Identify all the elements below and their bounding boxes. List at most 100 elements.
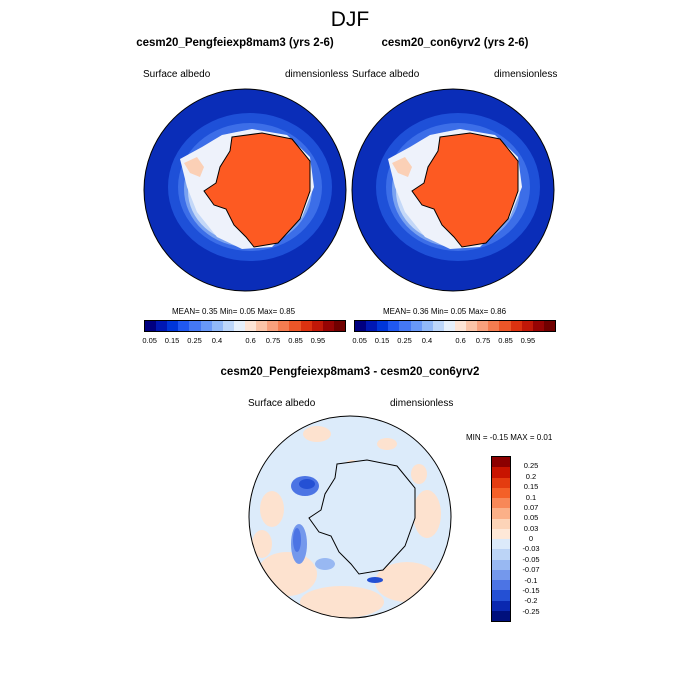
colorbar-tick-label: 0 [528,534,534,543]
diff-minmax: MIN = -0.15 MAX = 0.01 [466,433,552,442]
diff-variable: Surface albedo [248,398,316,409]
colorbar-tick-label: 0.05 [352,336,367,345]
colorbar-swatch [510,321,522,331]
colorbar-swatch [466,321,478,331]
panel-1-title: cesm20_Pengfeiexp8mam3 (yrs 2-6) [136,37,334,49]
colorbar-swatch [532,321,544,331]
panel-2-mean-label: MEAN= [383,307,411,316]
colorbar-tick-label: -0.2 [524,596,538,606]
colorbar-swatch [492,610,510,621]
colorbar-tick-label: 0.05 [523,513,539,523]
panel-2-mean: 0.36 [413,307,429,316]
colorbar-swatch [492,549,510,560]
colorbar-swatch [477,321,489,331]
colorbar-swatch [488,321,500,331]
colorbar-swatch [492,590,510,601]
colorbar-swatch [432,321,444,331]
colorbar-swatch [178,321,190,331]
panel-1-max: 0.85 [279,307,296,316]
colorbar-tick-label: 0.85 [498,336,513,345]
colorbar-swatch [167,321,179,331]
colorbar-swatch [492,580,510,591]
colorbar-swatch [289,321,301,331]
colorbar-tick-label: 0.4 [421,336,433,345]
panel-1-max-label: Max= [257,307,278,316]
colorbar-tick-label: 0.6 [455,336,466,345]
panel-1-units: dimensionless [285,69,349,80]
panel-2-units: dimensionless [494,69,558,80]
colorbar-swatch [421,321,433,331]
panel-2-colorbar [354,320,556,332]
colorbar-tick-label: 0.15 [164,336,180,345]
panel-2-max-label: Max= [468,307,489,316]
colorbar-swatch [492,569,510,580]
colorbar-swatch [492,539,510,550]
main-title: DJF [330,8,370,31]
colorbar-swatch [333,321,345,331]
panel-1-mean-label: MEAN= [172,307,200,316]
colorbar-swatch [492,457,510,468]
diff-colorbar [491,456,511,622]
colorbar-tick-label: 0.95 [520,336,536,345]
colorbar-swatch [492,559,510,570]
diff-max-label: MAX = [510,433,535,442]
panel-2-colorbar-labels: 0.05 0.15 0.25 0.4 0.6 0.75 0.85 0.95 [352,336,556,346]
panel-1-variable: Surface albedo [143,69,211,80]
colorbar-swatch [300,321,312,331]
colorbar-tick-label: -0.03 [522,544,540,554]
panel-2-stats: MEAN= 0.36 Min= 0.05 Max= 0.86 [383,307,506,316]
panel-2-title: cesm20_con6yrv2 (yrs 2-6) [381,37,529,49]
colorbar-swatch [211,321,223,331]
colorbar-swatch [543,321,555,331]
colorbar-swatch [492,477,510,488]
colorbar-swatch [200,321,212,331]
colorbar-swatch [492,528,510,539]
colorbar-swatch [399,321,411,331]
diff-colorbar-labels: 0.25 0.2 0.15 0.1 0.07 0.05 0.03 0 -0.03 -0.05 -0.… [514,456,554,622]
diff-min-label: MIN = [466,433,488,442]
diff-map [248,415,452,619]
colorbar-tick-label: 0.85 [288,336,303,345]
colorbar-tick-label: 0.05 [142,336,157,345]
panel-2-min: 0.05 [450,307,467,316]
diff-max: 0.01 [536,433,553,442]
colorbar-tick-label: 0.75 [265,336,281,345]
colorbar-tick-label: 0.6 [245,336,256,345]
panel-1-map [143,88,347,292]
colorbar-swatch [244,321,257,331]
panel-2-max: 0.86 [490,307,507,316]
colorbar-tick-label: -0.05 [522,554,540,564]
panel-1-min: 0.05 [239,307,256,316]
colorbar-swatch [233,321,245,331]
colorbar-tick-label: 0.2 [525,471,537,481]
colorbar-swatch [355,321,367,331]
colorbar-tick-label: 0.95 [310,336,326,345]
colorbar-tick-label: 0.1 [525,492,537,502]
panel-1-min-label: Min= [219,307,238,316]
colorbar-swatch [492,508,510,519]
colorbar-swatch [377,321,389,331]
colorbar-tick-label: 0.07 [523,502,539,512]
colorbar-swatch [443,321,455,331]
panel-2-variable: Surface albedo [352,69,420,80]
panel-2-map [351,88,555,292]
colorbar-tick-label: -0.1 [524,575,538,585]
diff-units: dimensionless [390,398,454,409]
colorbar-swatch [256,321,268,331]
colorbar-tick-label: -0.25 [522,606,540,616]
colorbar-swatch [410,321,422,331]
colorbar-swatch [492,487,510,498]
colorbar-tick-label: 0.4 [211,336,223,345]
colorbar-swatch [156,321,168,331]
colorbar-tick-label: 0.25 [523,461,539,471]
colorbar-tick-label: 0.03 [523,523,539,533]
diff-min: -0.15 [489,433,509,442]
colorbar-swatch [454,321,467,331]
panel-1-colorbar-labels: 0.05 0.15 0.25 0.4 0.6 0.75 0.85 0.95 [142,336,346,346]
colorbar-tick-label: 0.15 [523,482,539,492]
panel-2-min-label: Min= [430,307,449,316]
colorbar-swatch [222,321,234,331]
colorbar-swatch [145,321,157,331]
colorbar-swatch [189,321,201,331]
colorbar-swatch [492,498,510,509]
